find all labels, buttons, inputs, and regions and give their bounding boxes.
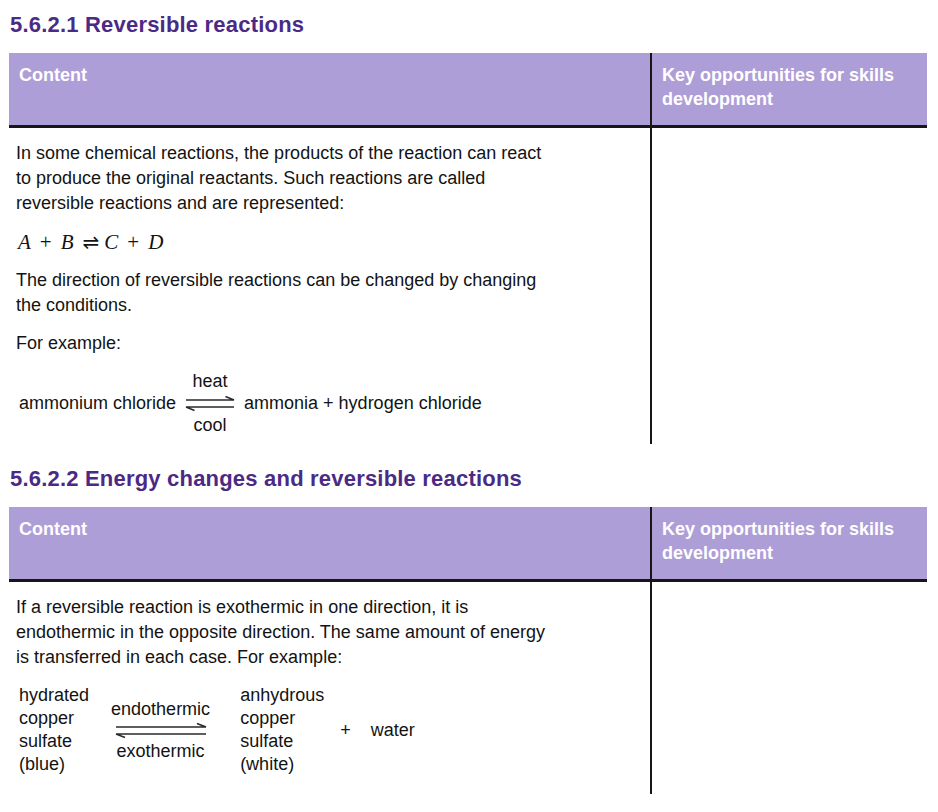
equation-term-d: D [148, 230, 163, 255]
product-stack: anhydrous copper sulfate (white) [240, 684, 324, 776]
paragraph-for-example: For example: [16, 331, 638, 356]
equation-term-c: C [104, 230, 118, 255]
skills-cell-empty [650, 128, 927, 444]
plus-operator: + [127, 230, 139, 255]
product-label: ammonia + hydrogen chloride [244, 391, 482, 416]
skills-cell-empty [650, 582, 927, 794]
plus-sign: + [340, 718, 351, 743]
equilibrium-arrow-block: heat cool [184, 369, 236, 438]
reverse-condition-label: exothermic [117, 740, 205, 763]
paragraph-reversible-intro: In some chemical reactions, the products… [16, 141, 638, 216]
equilibrium-equation: A + B ⇌ C + D [18, 230, 638, 255]
equilibrium-arrows-icon [114, 722, 208, 739]
reaction-copper-sulfate: hydrated copper sulfate (blue) endotherm… [19, 684, 638, 776]
reactant-stack: hydrated copper sulfate (blue) [19, 684, 89, 776]
section-heading-5-6-2-1: 5.6.2.1 Reversible reactions [10, 12, 938, 38]
paragraph-direction: The direction of reversible reactions ca… [16, 268, 638, 318]
equilibrium-arrow-block: endothermic exothermic [111, 698, 210, 763]
water-label: water [371, 718, 415, 743]
reactant-label: ammonium chloride [19, 391, 176, 416]
content-cell: If a reversible reaction is exothermic i… [9, 582, 650, 794]
specification-page: 5.6.2.1 Reversible reactions Content Key… [0, 0, 938, 812]
reverse-condition-label: cool [194, 413, 227, 438]
equation-term-b: B [61, 230, 74, 255]
skills-column-header: Key opportunities for skills development [650, 507, 927, 582]
forward-condition-label: endothermic [111, 698, 210, 721]
skills-column-header: Key opportunities for skills development [650, 53, 927, 128]
reaction-ammonium-chloride: ammonium chloride heat cool ammonia + hy… [19, 369, 638, 438]
equation-term-a: A [18, 230, 31, 255]
equilibrium-symbol: ⇌ [83, 230, 100, 255]
spec-table-energy-changes: Content Key opportunities for skills dev… [9, 507, 927, 794]
spec-table-reversible-reactions: Content Key opportunities for skills dev… [9, 53, 927, 444]
paragraph-energy-changes: If a reversible reaction is exothermic i… [16, 595, 638, 670]
content-column-header: Content [9, 53, 650, 128]
content-column-header: Content [9, 507, 650, 582]
content-cell: In some chemical reactions, the products… [9, 128, 650, 444]
forward-condition-label: heat [193, 369, 228, 394]
equilibrium-arrows-icon [184, 395, 236, 412]
plus-water-group: + water [340, 718, 415, 743]
section-heading-5-6-2-2: 5.6.2.2 Energy changes and reversible re… [10, 466, 938, 492]
plus-operator: + [40, 230, 52, 255]
